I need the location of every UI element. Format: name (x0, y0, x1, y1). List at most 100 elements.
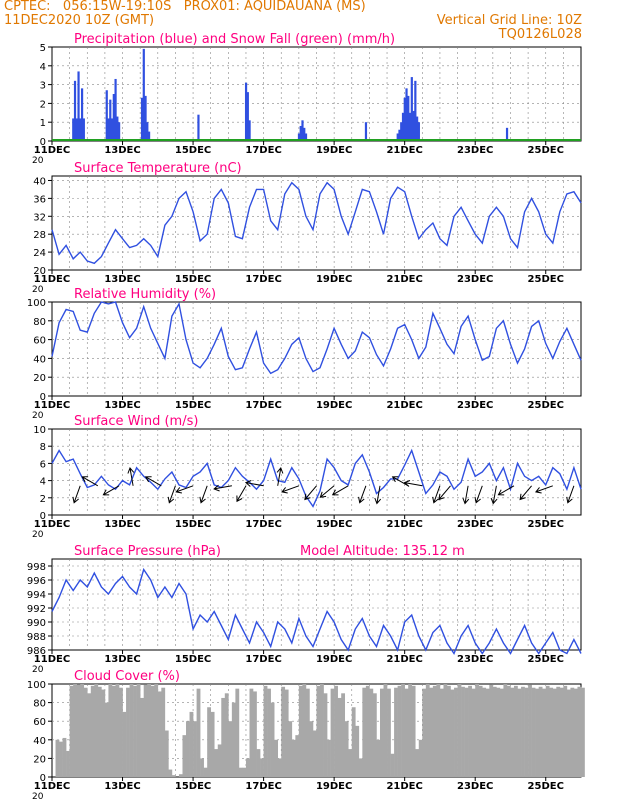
header-grid-note: Vertical Grid Line: 10Z (436, 13, 582, 28)
wind-arrow (391, 476, 409, 487)
precip-bar (400, 122, 403, 141)
wind-arrow (81, 476, 99, 487)
cloud-bar (270, 702, 275, 777)
x-tick-label: 19DEC (316, 781, 352, 792)
cloud-bar (140, 697, 144, 777)
x-tick-label: 25DEC (528, 781, 564, 792)
cloud-bar (59, 741, 63, 777)
precip-bar (244, 82, 248, 141)
cloud-bar (312, 730, 317, 777)
precip-bar (416, 116, 419, 141)
precip-bar (398, 129, 401, 141)
x-tick-label: 21DEC (386, 400, 422, 411)
y-tick-label: 998 (27, 562, 46, 573)
cloud-bar (164, 730, 169, 777)
cloud-bar (277, 758, 282, 777)
cloud-bar (189, 711, 194, 777)
wind-arrow (534, 485, 553, 494)
cloud-bar (492, 686, 497, 777)
cloud-bar (401, 684, 405, 777)
x-tick-label: 13DEC (104, 519, 140, 530)
precip-bar (417, 122, 420, 141)
x-year-label: 20 (32, 792, 44, 800)
wind-arrow (403, 480, 423, 487)
cloud-bar (253, 691, 257, 777)
cloud-bar (147, 684, 152, 777)
wind-arrow (213, 484, 232, 492)
cloud-bar (376, 739, 381, 777)
x-tick-label: 25DEC (528, 400, 564, 411)
cloud-bar (425, 684, 430, 777)
wind-arrow (72, 485, 81, 504)
precip-bar (505, 127, 509, 141)
wind-arrow (175, 485, 194, 494)
cloud-bar (210, 711, 215, 777)
x-tick-label: 17DEC (245, 145, 281, 156)
cloud-bar (408, 684, 413, 777)
x-tick-label: 19DEC (316, 654, 352, 665)
y-tick-label: 0 (40, 137, 46, 148)
cloud-bar (295, 735, 300, 777)
wind-arrow (566, 485, 575, 504)
cloud-bar (330, 688, 335, 777)
cloud-bar (344, 721, 349, 777)
cloud-bar (224, 693, 229, 777)
cloud-bar (154, 684, 159, 777)
cloud-bar (143, 684, 148, 777)
cloud-bar (108, 684, 113, 777)
cloud-bar (249, 688, 254, 777)
cloud-bar (517, 688, 522, 777)
y-tick-label: 4 (40, 62, 46, 73)
cloud-bar (531, 687, 536, 777)
cloud-bar (221, 697, 226, 777)
cloud-bar (429, 687, 434, 777)
cloud-bar (90, 685, 95, 777)
wind-arrow (358, 485, 367, 504)
panel-wind (48, 428, 582, 519)
cloud-bar (503, 684, 508, 777)
cloud-bar (450, 689, 455, 777)
cloud-bar (327, 739, 331, 777)
y-tick-label: 32 (33, 212, 46, 223)
y-tick-label: 990 (27, 618, 46, 629)
cloud-bar (122, 711, 127, 777)
cloud-bar (468, 685, 472, 777)
cloud-bar (542, 688, 547, 777)
cloud-bar (69, 685, 74, 777)
cloud-bar (87, 693, 92, 777)
cloud-bar (55, 739, 60, 777)
cloud-bar (496, 687, 501, 777)
y-tick-label: 20 (33, 373, 46, 384)
x-tick-label: 11DEC (34, 145, 70, 156)
cloud-bar (228, 721, 233, 777)
wind-arrow (144, 476, 162, 487)
y-tick-label: 40 (33, 176, 46, 187)
cloud-bar (83, 687, 88, 777)
precip-bar (118, 122, 121, 141)
cloud-bar (485, 688, 490, 777)
x-tick-label: 15DEC (175, 781, 211, 792)
cloud-bar (263, 685, 268, 777)
precip-bar (304, 133, 308, 141)
header-model-code: TQ0126L028 (498, 27, 582, 42)
x-tick-label: 17DEC (245, 400, 281, 411)
cloud-bar (348, 749, 353, 777)
y-tick-label: 40 (33, 354, 46, 365)
wind-arrow (490, 485, 498, 505)
wind-arrow (244, 480, 264, 487)
wind-arrow (199, 485, 208, 504)
y-tick-label: 100 (27, 680, 46, 691)
cloud-bar (231, 702, 236, 777)
cloud-bar (394, 687, 398, 777)
cloud-bar (506, 685, 511, 777)
x-tick-label: 17DEC (245, 654, 281, 665)
cloud-bar (101, 689, 106, 777)
series-line (51, 301, 582, 375)
cloud-bar (136, 684, 141, 777)
x-tick-label: 17DEC (245, 781, 281, 792)
x-tick-label: 21DEC (386, 654, 422, 665)
cloud-bar (362, 687, 367, 777)
cloud-bar (182, 735, 187, 777)
x-year-label: 20 (32, 411, 44, 421)
